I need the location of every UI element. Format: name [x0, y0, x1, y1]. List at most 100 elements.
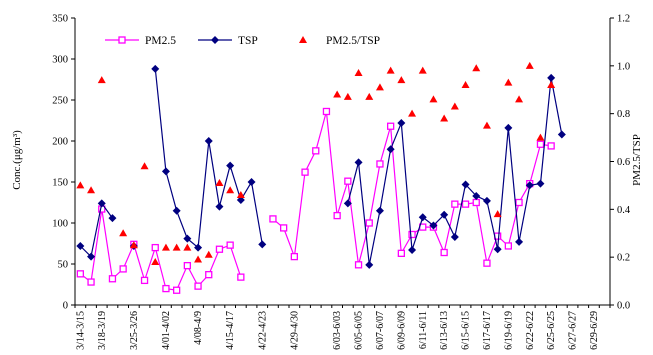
data-point	[162, 284, 170, 293]
data-point	[557, 130, 566, 139]
right-tick-label: 1.0	[617, 61, 630, 72]
data-point	[76, 270, 84, 278]
left-tick-label: 150	[52, 178, 68, 189]
data-point	[493, 210, 502, 218]
data-point	[408, 230, 416, 239]
x-tick-label: 6/19-6/19	[503, 311, 514, 350]
data-point	[76, 241, 85, 250]
data-point	[151, 257, 160, 265]
data-point	[279, 224, 288, 232]
right-tick-label: 0.4	[617, 205, 631, 216]
data-point	[151, 64, 160, 73]
x-tick-label: 4/01-4/02	[161, 311, 172, 350]
x-tick-label: 3/25-3/26	[129, 311, 140, 350]
data-point	[354, 69, 363, 77]
data-point	[386, 66, 395, 74]
data-point	[472, 64, 481, 72]
data-point	[365, 92, 374, 100]
data-point	[194, 255, 203, 263]
data-point	[365, 219, 373, 227]
x-axis-ticks: 3/14-3/15 3/18-3/19 3/25-3/26 4/01-4/02 4/08…	[74, 305, 611, 350]
data-point	[440, 248, 448, 257]
x-tick-label: 6/05-6/05	[354, 311, 365, 350]
data-point	[429, 221, 438, 230]
x-tick-label: 6/17-6/17	[482, 311, 493, 350]
x-tick-label: 3/18-3/19	[97, 311, 108, 350]
data-point	[129, 241, 138, 249]
left-tick-label: 350	[52, 14, 68, 25]
data-point	[140, 276, 149, 285]
right-axis-ticks: 0.0 0.2 0.4 0.6 0.8 1.0 1.2	[610, 14, 631, 312]
data-point	[194, 243, 203, 252]
data-point	[354, 158, 363, 167]
data-point	[386, 122, 395, 130]
left-tick-label: 50	[58, 260, 69, 271]
left-axis-title: Conc.(μg/m³)	[11, 130, 23, 190]
data-point	[312, 147, 320, 155]
data-point	[365, 260, 374, 269]
legend-label: PM2.5/TSP	[326, 35, 380, 47]
data-point	[247, 178, 256, 186]
left-axis-ticks: 0 50 100 150 200 250 300 350	[52, 14, 75, 312]
right-axis-title: PM2.5/TSP	[631, 134, 643, 186]
data-point	[397, 118, 406, 127]
series-tsp	[76, 64, 566, 269]
data-point	[515, 198, 523, 207]
data-point	[269, 215, 277, 223]
data-point	[161, 167, 170, 176]
data-point	[226, 186, 235, 194]
data-point	[418, 213, 427, 222]
data-point	[525, 181, 534, 190]
legend-marker	[211, 36, 219, 44]
data-point	[87, 186, 96, 194]
left-tick-label: 100	[52, 219, 68, 230]
data-point	[172, 243, 181, 251]
data-point	[194, 282, 202, 290]
data-point	[547, 80, 556, 88]
data-point	[343, 92, 352, 100]
data-point	[536, 179, 545, 188]
data-point	[440, 210, 449, 219]
data-point	[76, 181, 85, 189]
data-point	[215, 202, 224, 211]
data-point	[536, 140, 545, 148]
data-point	[450, 102, 459, 110]
data-point	[161, 243, 170, 251]
data-point	[87, 252, 96, 261]
data-point	[205, 271, 213, 279]
data-point	[226, 161, 235, 170]
data-point	[333, 90, 342, 98]
data-point	[322, 107, 331, 116]
x-tick-label: 6/22-6/22	[525, 311, 536, 350]
data-point	[354, 261, 363, 269]
data-point	[344, 177, 352, 185]
right-tick-label: 0.2	[617, 253, 630, 264]
data-point	[408, 109, 417, 117]
data-point	[440, 114, 449, 122]
data-point	[183, 234, 192, 243]
data-point	[108, 214, 117, 223]
data-point	[236, 190, 245, 198]
x-tick-label: 6/03-6/03	[332, 311, 343, 350]
data-point	[525, 61, 534, 69]
data-point	[87, 278, 95, 286]
data-point	[183, 261, 192, 270]
data-point	[450, 232, 459, 241]
data-point	[408, 246, 417, 255]
data-point	[483, 259, 491, 267]
data-point	[451, 200, 459, 208]
data-point	[547, 142, 555, 150]
x-tick-label: 6/07-6/07	[375, 311, 386, 350]
left-tick-label: 250	[52, 96, 68, 107]
right-tick-label: 0.6	[617, 157, 630, 168]
data-point	[504, 78, 513, 86]
x-tick-label: 4/22-4/23	[257, 311, 268, 350]
x-tick-label: 6/15-6/15	[461, 311, 472, 350]
data-point	[397, 249, 406, 257]
data-point	[204, 137, 213, 145]
series-line	[79, 209, 242, 291]
legend-marker	[118, 36, 126, 44]
right-tick-label: 1.2	[617, 14, 630, 25]
data-point	[215, 179, 224, 187]
data-point	[236, 196, 245, 205]
